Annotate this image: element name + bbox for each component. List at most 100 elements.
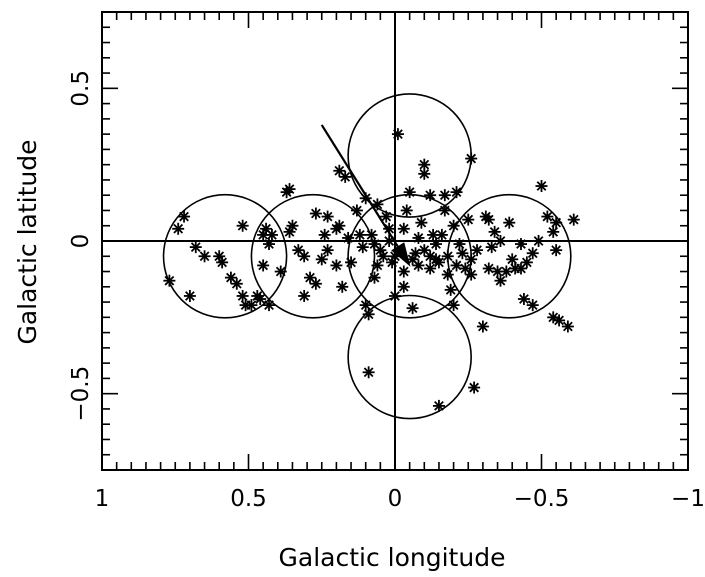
asterisk-point (485, 241, 498, 254)
asterisk-point (321, 244, 334, 257)
y-axis-label: Galactic latitude (13, 139, 42, 344)
asterisk-point (254, 293, 267, 306)
asterisk-point (535, 180, 548, 193)
asterisk-point (424, 262, 437, 275)
asterisk-point (514, 238, 527, 251)
x-tick-label: 1 (95, 486, 110, 512)
asterisk-point (359, 299, 372, 312)
asterisk-point (476, 320, 489, 333)
asterisk-point (553, 314, 566, 327)
asterisk-point (462, 213, 475, 226)
asterisk-point (345, 256, 358, 269)
asterisk-point (400, 204, 413, 217)
asterisk-point (488, 225, 501, 238)
asterisk-point (447, 299, 460, 312)
asterisk-point (406, 302, 419, 315)
asterisk-point (216, 256, 229, 269)
asterisk-point (368, 238, 381, 251)
asterisk-point (471, 244, 484, 257)
axis-tick-labels: 1 0.5 0 −0.5 −1 0.5 0 −0.5 (68, 70, 705, 512)
asterisk-point (435, 228, 448, 241)
x-axis-label: Galactic longitude (279, 543, 506, 572)
asterisk-point (438, 204, 451, 217)
asterisk-point (309, 277, 322, 290)
asterisk-point (468, 381, 481, 394)
field-circle (347, 294, 472, 420)
asterisk-point (183, 289, 196, 302)
asterisk-point (532, 235, 545, 247)
asterisk-point (274, 265, 287, 278)
asterisk-point (389, 289, 401, 302)
asterisk-point (245, 299, 258, 312)
asterisk-point (397, 265, 410, 278)
field-circle (162, 193, 288, 319)
x-tick-label: −1 (671, 486, 705, 512)
asterisk-point (465, 253, 478, 266)
asterisk-point (547, 225, 560, 238)
asterisk-point (520, 256, 533, 269)
asterisk-point (163, 274, 176, 287)
asterisk-point (567, 213, 580, 226)
asterisk-point (465, 152, 478, 165)
asterisk-point (383, 222, 396, 235)
asterisk-point (500, 265, 513, 278)
data-points (163, 128, 580, 412)
asterisk-point (541, 210, 554, 223)
asterisk-point (550, 244, 563, 257)
asterisk-point (412, 231, 425, 244)
plot-frame (101, 11, 689, 471)
asterisk-point (298, 289, 311, 302)
x-tick-label: 0.5 (230, 486, 267, 512)
asterisk-point (333, 219, 346, 232)
x-tick-label: 0 (388, 486, 403, 512)
asterisk-point (441, 250, 454, 263)
asterisk-point (230, 277, 243, 290)
asterisk-point (336, 280, 349, 293)
asterisk-point (339, 170, 352, 183)
asterisk-point (418, 244, 431, 257)
asterisk-point (430, 238, 443, 251)
asterisk-point (377, 250, 390, 263)
asterisk-point (342, 231, 355, 244)
asterisk-point (482, 213, 495, 226)
asterisk-point (362, 308, 375, 321)
asterisk-point (494, 235, 507, 247)
field-circle (250, 193, 376, 319)
asterisk-point (447, 219, 460, 232)
asterisk-point (397, 222, 410, 235)
asterisk-point (371, 198, 384, 211)
asterisk-point (263, 238, 276, 251)
asterisk-point (444, 283, 457, 296)
asterisk-point (380, 210, 393, 223)
asterisk-point (415, 216, 428, 229)
asterisk-point (550, 216, 563, 229)
asterisk-point (514, 262, 527, 275)
asterisk-point (424, 250, 437, 263)
arrow-head (391, 242, 411, 267)
asterisk-point (368, 271, 381, 284)
asterisk-point (456, 247, 469, 260)
asterisk-point (418, 167, 431, 180)
asterisk-point (318, 228, 331, 241)
asterisk-point (198, 250, 211, 263)
x-tick-label: −0.5 (514, 486, 570, 512)
asterisk-point (432, 399, 445, 412)
asterisk-point (356, 241, 369, 254)
asterisk-point (450, 186, 463, 199)
asterisk-point (172, 222, 185, 235)
asterisk-point (526, 247, 539, 260)
asterisk-point (371, 259, 384, 272)
asterisk-point (465, 268, 478, 281)
asterisk-point (409, 247, 422, 260)
y-tick-label: 0.5 (68, 70, 94, 107)
asterisk-point (432, 256, 445, 269)
axis-ticks (101, 11, 689, 471)
asterisk-point (491, 265, 504, 278)
asterisk-point (315, 253, 328, 266)
y-tick-label: −0.5 (68, 366, 94, 422)
asterisk-point (321, 210, 334, 223)
asterisk-point (503, 216, 516, 229)
asterisk-point (450, 259, 463, 272)
asterisk-point (482, 262, 495, 275)
